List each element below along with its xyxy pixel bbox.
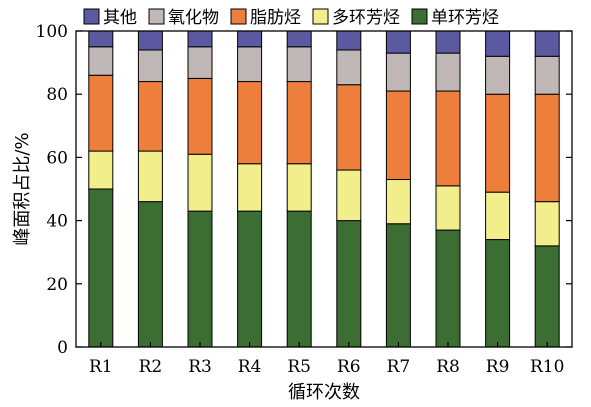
bar-r5-series-2 (286, 81, 312, 165)
legend: 其他 氧化物 脂肪烃 多环芳烃 单环芳烃 (83, 8, 499, 28)
y-axis-label: 峰面积占比/% (12, 132, 33, 245)
x-tick-label-r7: R7 (387, 357, 411, 377)
bar-r4-series-3 (237, 46, 263, 83)
x-tick-label-r6: R6 (337, 357, 361, 377)
bar-r2-series-3 (137, 49, 163, 83)
bar-r10-series-1 (534, 201, 560, 247)
bar-r2-series-4 (137, 30, 163, 51)
bar-r6-series-1 (336, 169, 362, 222)
bar-r6-series-0 (336, 220, 362, 348)
bars-layer (88, 30, 560, 348)
bar-r8-series-3 (435, 52, 461, 92)
bar-r6-series-3 (336, 49, 362, 86)
bar-r6-series-4 (336, 30, 362, 51)
y-tick-label-0: 0 (57, 338, 68, 358)
bar-r7-series-1 (385, 179, 411, 225)
bar-r8-series-0 (435, 229, 461, 348)
bar-r10-series-3 (534, 55, 560, 95)
x-tick-label-r5: R5 (287, 357, 311, 377)
y-tick-label-20: 20 (46, 275, 68, 295)
legend-swatch-1 (148, 8, 165, 25)
bar-r5-series-3 (286, 46, 312, 83)
bar-r3-series-3 (187, 46, 213, 79)
legend-swatch-3 (312, 8, 329, 25)
bar-r5-series-4 (286, 30, 312, 48)
y-tick-label-80: 80 (46, 85, 68, 105)
bar-r8-series-2 (435, 90, 461, 187)
bar-r4-series-0 (237, 210, 263, 348)
bar-r9-series-2 (485, 93, 511, 193)
legend-label-4: 单环芳烃 (431, 8, 499, 28)
bar-r10-series-4 (534, 30, 560, 57)
x-tick-label-r9: R9 (486, 357, 510, 377)
bar-r9-series-1 (485, 191, 511, 241)
bar-r4-series-2 (237, 81, 263, 165)
x-tick-label-r10: R10 (530, 357, 564, 377)
bar-r7-series-0 (385, 223, 411, 348)
plot-frame (75, 30, 573, 348)
bar-r2-series-2 (137, 81, 163, 152)
bar-r1-series-4 (88, 30, 114, 48)
legend-label-1: 氧化物 (168, 8, 219, 28)
bar-r7-series-3 (385, 52, 411, 92)
x-tick-label-r8: R8 (436, 357, 460, 377)
x-tick-label-r3: R3 (188, 357, 212, 377)
bar-r2-series-0 (137, 201, 163, 348)
legend-label-3: 多环芳烃 (332, 8, 400, 28)
x-tick-label-r2: R2 (139, 357, 163, 377)
bar-r8-series-1 (435, 185, 461, 231)
bar-r9-series-3 (485, 55, 511, 95)
bar-r4-series-4 (237, 30, 263, 48)
bar-r5-series-1 (286, 163, 312, 212)
bar-r2-series-1 (137, 150, 163, 203)
x-axis-label: 循环次数 (288, 382, 360, 403)
bar-r1-series-2 (88, 74, 114, 152)
bar-r9-series-0 (485, 239, 511, 348)
legend-label-0: 其他 (103, 8, 137, 28)
legend-swatch-2 (230, 8, 247, 25)
bar-r7-series-4 (385, 30, 411, 54)
bar-r3-series-1 (187, 153, 213, 212)
bar-r10-series-0 (534, 245, 560, 348)
bar-r3-series-0 (187, 210, 213, 348)
legend-swatch-4 (411, 8, 428, 25)
x-tick-label-r1: R1 (89, 357, 113, 377)
bar-r5-series-0 (286, 210, 312, 348)
bar-r1-series-0 (88, 188, 114, 348)
x-axis: R1 R2 R3 R4 R5 R6 R7 R8 R9 R10 (89, 342, 564, 377)
bar-r1-series-1 (88, 150, 114, 190)
bar-r10-series-2 (534, 93, 560, 203)
bar-r4-series-1 (237, 163, 263, 212)
bar-r8-series-4 (435, 30, 461, 54)
bar-r3-series-2 (187, 77, 213, 155)
y-axis: 0 20 40 60 80 100 (36, 22, 572, 358)
y-tick-label-100: 100 (36, 22, 68, 42)
legend-label-2: 脂肪烃 (250, 8, 301, 28)
y-tick-label-60: 60 (46, 148, 68, 168)
bar-r7-series-2 (385, 90, 411, 181)
y-tick-label-40: 40 (46, 212, 68, 232)
legend-swatch-0 (83, 8, 100, 25)
bar-r1-series-3 (88, 46, 114, 76)
bar-r3-series-4 (187, 30, 213, 48)
bar-r9-series-4 (485, 30, 511, 57)
bar-r6-series-2 (336, 84, 362, 171)
x-tick-label-r4: R4 (238, 357, 262, 377)
